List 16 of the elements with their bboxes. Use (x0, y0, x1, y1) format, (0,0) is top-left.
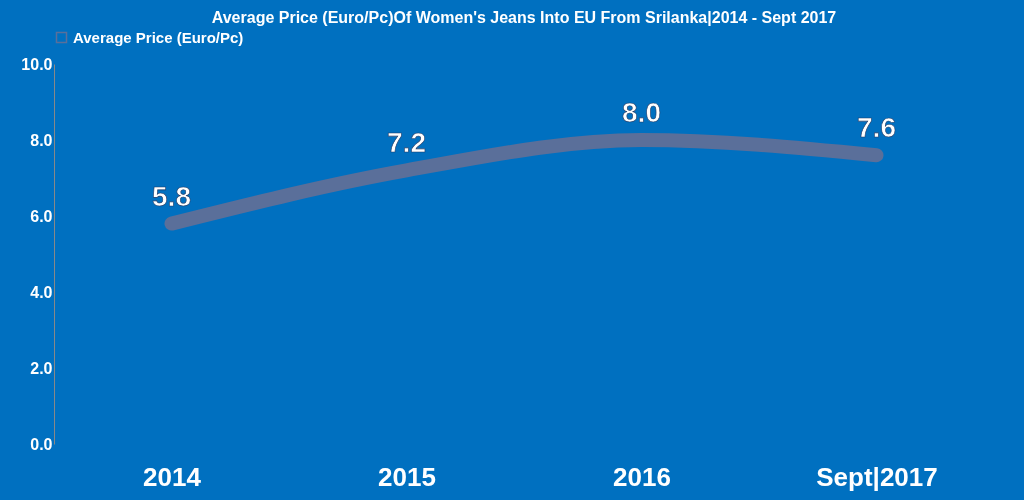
text: 7.2 (387, 127, 426, 159)
x-tick-label: 2016 (613, 461, 671, 492)
text: 7.6 (857, 112, 896, 144)
y-tick-label: 8.0 (30, 131, 53, 149)
text: 5.8 (152, 180, 191, 212)
chart-title: Average Price (Euro/Pc)Of Women's Jeans Into EU From Srilanka|2014 - Sept 2017 (211, 9, 837, 26)
y-tick-label: 0.0 (30, 435, 53, 453)
y-tick-label: 2.0 (30, 359, 53, 377)
text: 8.0 (622, 97, 661, 128)
y-tick-label: 6.0 (30, 207, 53, 225)
y-tick-label: 4.0 (30, 283, 53, 301)
x-tick-label: Sept|2017 (816, 461, 938, 492)
legend-label: Average Price (Euro/Pc) (73, 28, 244, 46)
y-tick-label: 10.0 (21, 55, 53, 73)
x-tick-label: 2014 (143, 461, 202, 492)
x-tick-label: 2015 (378, 461, 436, 492)
